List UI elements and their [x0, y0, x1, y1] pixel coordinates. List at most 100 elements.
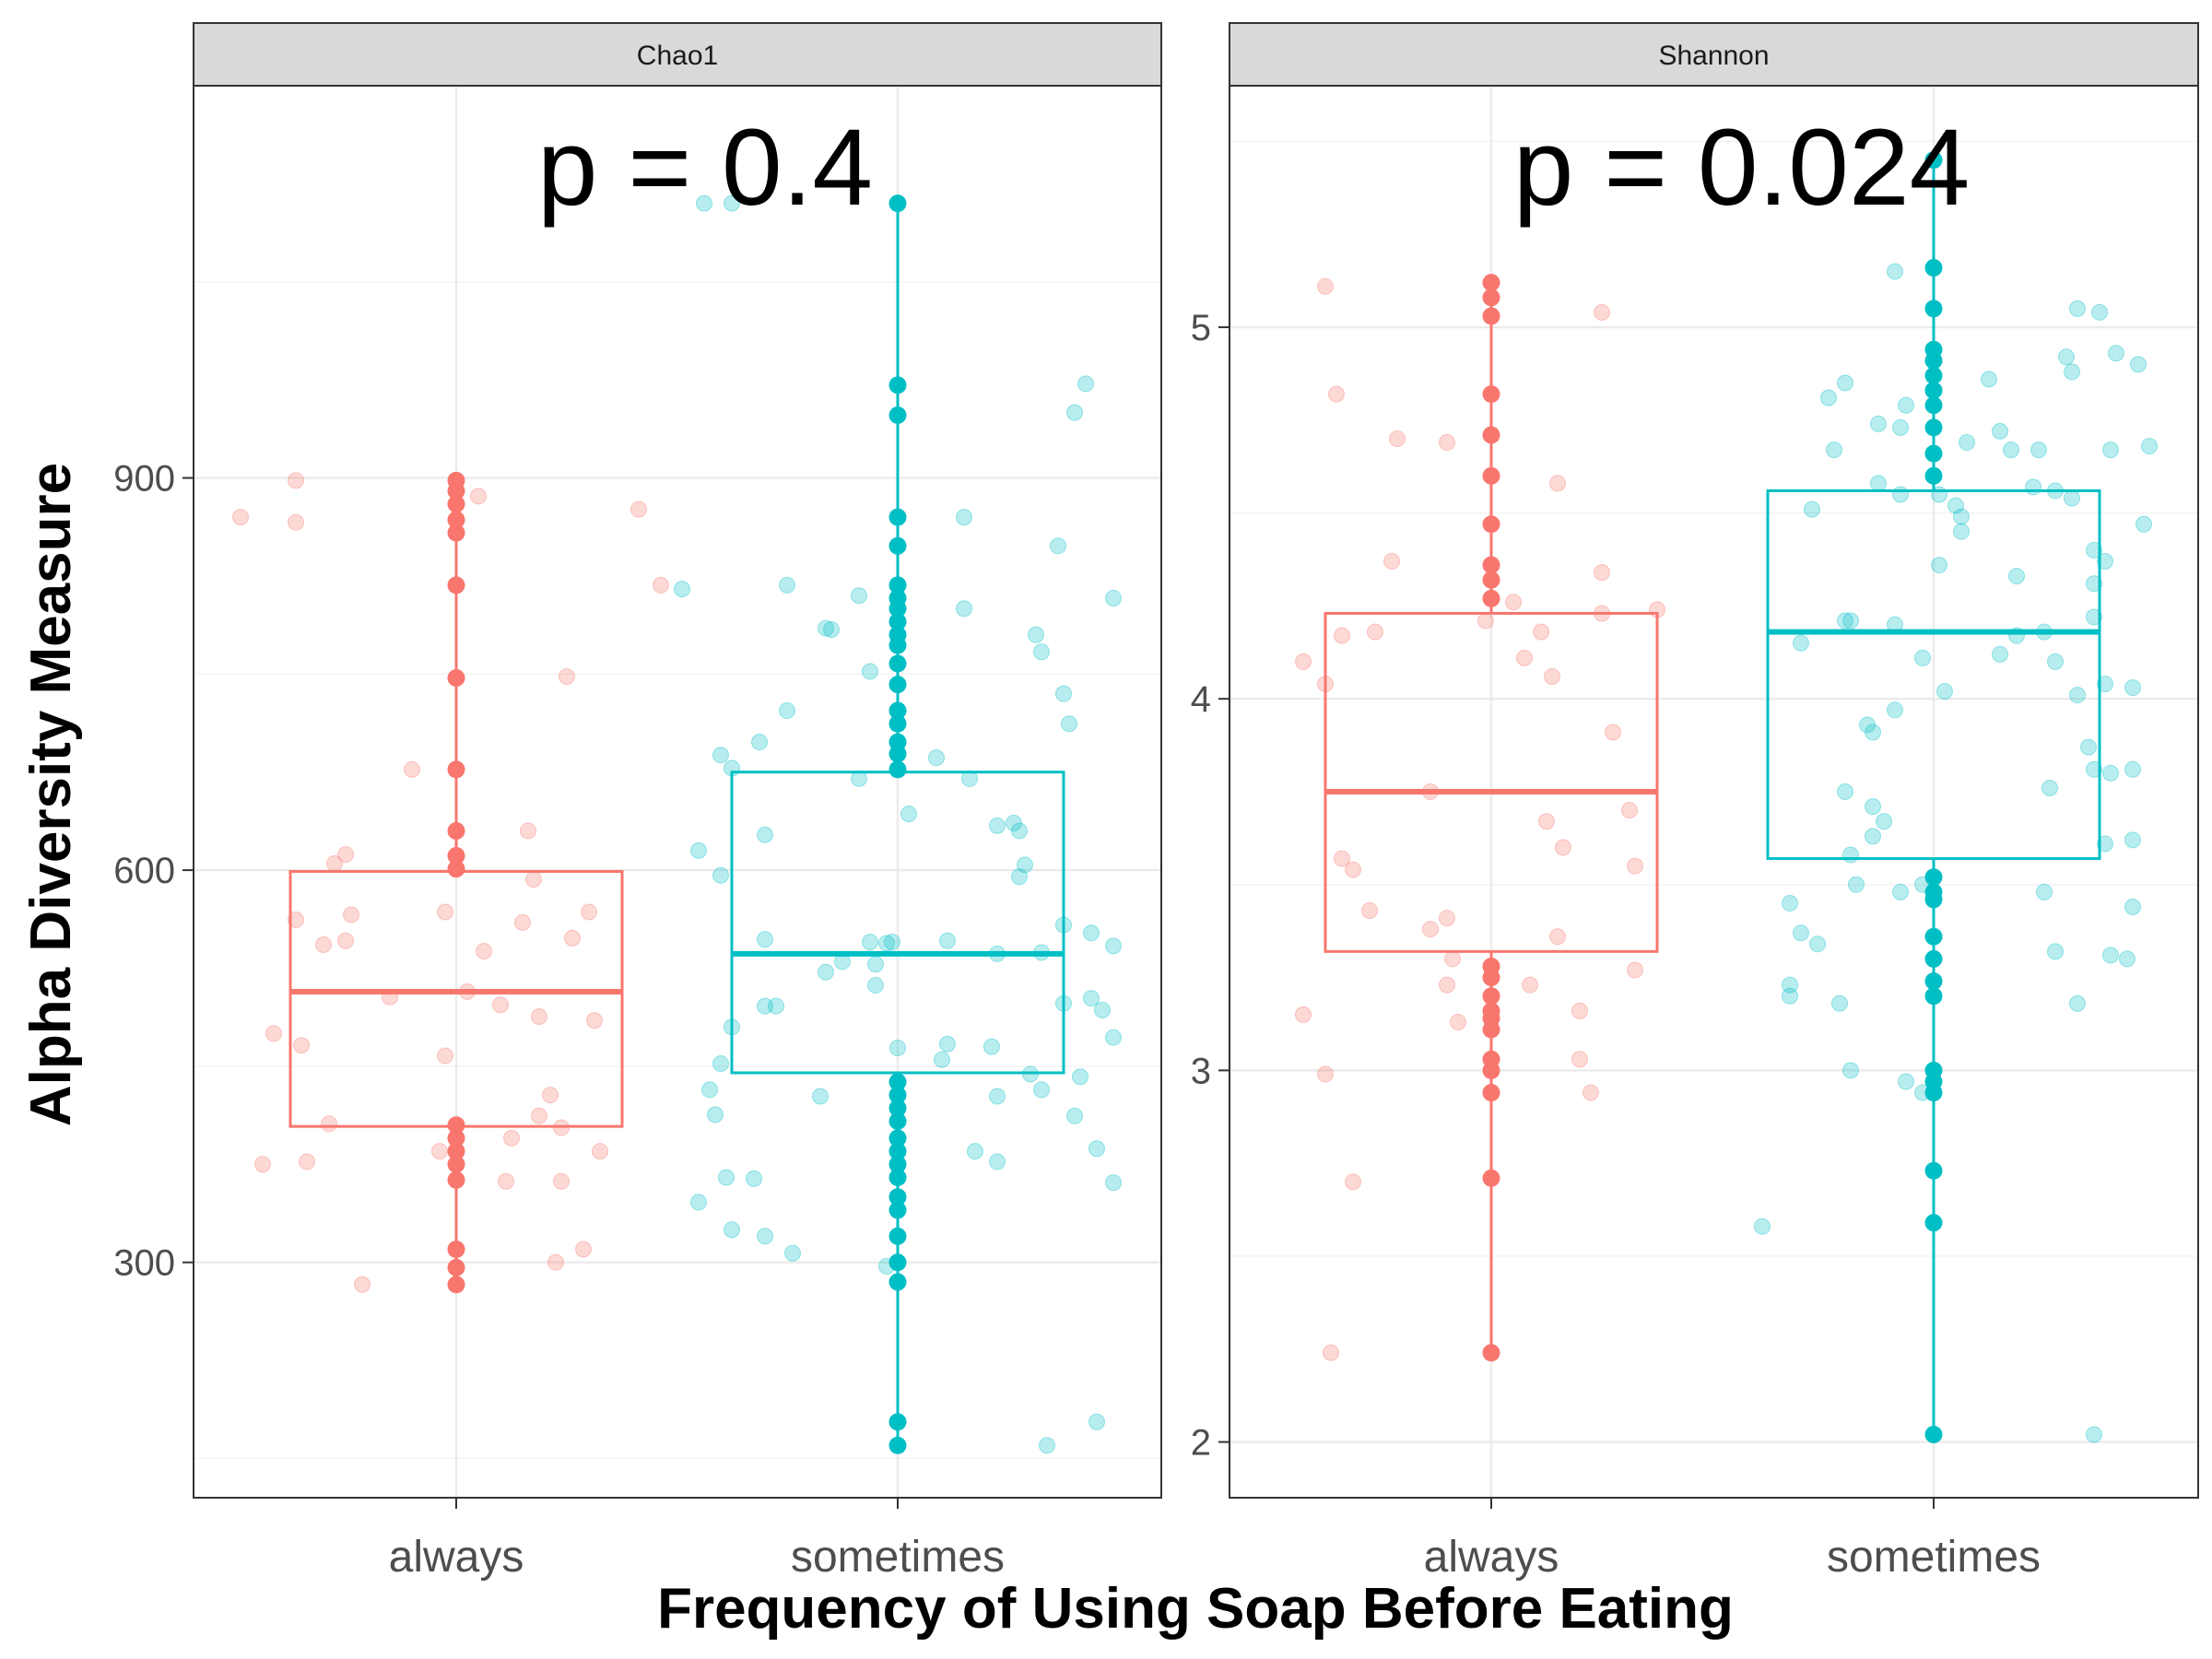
jitter-point-chao1-sometimes-31 — [1011, 868, 1028, 886]
jitter-point-chao1-always-26 — [265, 1025, 282, 1042]
point-chao1-sometimes-30 — [888, 1273, 907, 1291]
y-axis-title: Alpha Diversity Measure — [19, 463, 83, 1126]
point-chao1-sometimes-14 — [888, 714, 907, 733]
jitter-point-shannon-sometimes-51 — [1859, 716, 1876, 734]
y-tick-label-chao1-600: 600 — [113, 851, 175, 891]
point-chao1-always-13 — [447, 1142, 465, 1160]
jitter-point-shannon-sometimes-21 — [1892, 486, 1909, 503]
jitter-point-chao1-sometimes-24 — [1006, 815, 1022, 832]
point-chao1-sometimes-4 — [888, 536, 907, 555]
jitter-point-chao1-sometimes-49 — [1105, 1029, 1122, 1046]
point-chao1-sometimes-23 — [888, 1142, 907, 1160]
jitter-point-shannon-sometimes-15 — [1826, 441, 1842, 459]
jitter-point-chao1-sometimes-77 — [1039, 1437, 1055, 1454]
jitter-point-shannon-always-2 — [1328, 385, 1345, 403]
point-chao1-always-12 — [447, 1129, 465, 1147]
jitter-point-shannon-sometimes-2 — [2091, 303, 2108, 321]
point-chao1-sometimes-32 — [888, 1436, 907, 1454]
point-shannon-always-20 — [1482, 1344, 1500, 1362]
jitter-point-shannon-always-32 — [1627, 961, 1643, 979]
jitter-point-chao1-always-37 — [299, 1153, 315, 1171]
panel-shannon: Shannon 2 3 4 5 always sometimes p = 0.024 — [1191, 22, 2199, 1582]
strip-chao1 — [193, 22, 1162, 87]
panel-background — [194, 86, 1161, 1498]
jitter-point-shannon-sometimes-54 — [2086, 760, 2102, 778]
x-axis-title: Frequency of Using Soap Before Eating — [657, 1577, 1734, 1641]
plot-area-shannon: 2 3 4 5 always sometimes p = 0.024 — [1191, 85, 2199, 1582]
jitter-point-chao1-sometimes-7 — [956, 600, 972, 618]
point-chao1-sometimes-10 — [888, 636, 907, 654]
jitter-point-shannon-always-22 — [1538, 813, 1555, 830]
jitter-point-chao1-always-20 — [564, 929, 581, 947]
jitter-point-shannon-sometimes-80 — [1898, 1073, 1914, 1090]
jitter-point-chao1-sometimes-10 — [1033, 643, 1050, 661]
x-tick-label-chao1-always: always — [389, 1533, 524, 1582]
jitter-point-shannon-sometimes-83 — [1754, 1218, 1771, 1235]
jitter-point-chao1-always-36 — [254, 1156, 271, 1173]
jitter-point-shannon-always-39 — [1317, 1065, 1334, 1083]
point-shannon-sometimes-13 — [1924, 890, 1943, 909]
jitter-point-shannon-always-11 — [1477, 612, 1494, 629]
jitter-point-chao1-always-1 — [288, 472, 304, 489]
jitter-point-shannon-sometimes-29 — [1953, 523, 1970, 540]
jitter-point-shannon-sometimes-75 — [2102, 947, 2119, 964]
point-chao1-sometimes-19 — [888, 1086, 907, 1104]
jitter-point-chao1-sometimes-26 — [900, 806, 917, 823]
jitter-point-chao1-sometimes-35 — [757, 931, 773, 948]
jitter-point-chao1-always-29 — [542, 1087, 559, 1104]
jitter-point-chao1-always-35 — [592, 1143, 608, 1160]
point-shannon-sometimes-5 — [1924, 366, 1943, 384]
point-chao1-sometimes-18 — [888, 1073, 907, 1091]
point-shannon-always-8 — [1482, 571, 1500, 589]
p-value-annotation-shannon: p = 0.024 — [1513, 107, 1970, 229]
jitter-point-shannon-sometimes-41 — [2086, 608, 2102, 626]
jitter-point-chao1-sometimes-13 — [1105, 590, 1122, 607]
jitter-point-shannon-sometimes-45 — [1992, 645, 2008, 663]
point-shannon-always-5 — [1482, 466, 1500, 485]
strip-label-shannon: Shannon — [1658, 41, 1769, 71]
y-tick-label-shannon-4: 4 — [1191, 679, 1211, 720]
jitter-point-shannon-sometimes-32 — [2097, 553, 2113, 571]
point-chao1-always-3 — [447, 511, 465, 529]
jitter-point-chao1-sometimes-44 — [867, 976, 884, 994]
y-tick-label-shannon-5: 5 — [1191, 308, 1211, 348]
jitter-point-shannon-always-3 — [1389, 430, 1406, 447]
point-chao1-sometimes-29 — [888, 1253, 907, 1272]
point-chao1-sometimes-16 — [888, 745, 907, 763]
jitter-point-chao1-always-2 — [288, 513, 304, 531]
jitter-point-shannon-sometimes-78 — [1831, 994, 1848, 1012]
point-chao1-always-16 — [447, 1240, 465, 1258]
point-shannon-always-1 — [1482, 288, 1500, 307]
jitter-point-chao1-sometimes-28 — [690, 841, 707, 859]
jitter-point-shannon-sometimes-55 — [2102, 764, 2119, 782]
jitter-point-chao1-sometimes-59 — [1072, 1068, 1088, 1086]
jitter-point-chao1-sometimes-47 — [1083, 990, 1100, 1007]
point-chao1-always-1 — [447, 482, 465, 500]
point-chao1-sometimes-26 — [888, 1188, 907, 1206]
point-shannon-sometimes-14 — [1924, 927, 1943, 946]
jitter-point-chao1-sometimes-60 — [701, 1081, 718, 1099]
jitter-point-shannon-sometimes-34 — [2008, 568, 2025, 585]
jitter-point-chao1-sometimes-54 — [712, 1055, 729, 1073]
jitter-point-shannon-sometimes-67 — [1892, 883, 1909, 900]
point-shannon-always-11 — [1482, 969, 1500, 987]
jitter-point-shannon-always-36 — [1571, 1002, 1588, 1019]
point-chao1-always-17 — [447, 1258, 465, 1277]
jitter-point-shannon-always-6 — [1383, 553, 1400, 571]
jitter-point-chao1-always-4 — [630, 500, 647, 518]
jitter-point-chao1-sometimes-0 — [674, 581, 690, 598]
jitter-point-shannon-sometimes-42 — [2047, 653, 2064, 670]
point-chao1-sometimes-13 — [888, 701, 907, 720]
strip-shannon — [1229, 22, 2199, 87]
jitter-point-chao1-sometimes-69 — [1105, 1174, 1122, 1192]
panel-border-chao1 — [193, 85, 1162, 1499]
point-chao1-sometimes-24 — [888, 1155, 907, 1173]
point-shannon-always-4 — [1482, 426, 1500, 444]
jitter-point-shannon-sometimes-25 — [1804, 500, 1820, 518]
jitter-point-chao1-sometimes-12 — [1077, 375, 1094, 393]
point-shannon-sometimes-10 — [1924, 466, 1943, 485]
jitter-point-shannon-sometimes-12 — [1892, 418, 1909, 436]
jitter-point-chao1-sometimes-51 — [889, 1040, 906, 1057]
jitter-point-shannon-sometimes-72 — [1809, 935, 1826, 953]
point-shannon-sometimes-6 — [1924, 382, 1943, 400]
